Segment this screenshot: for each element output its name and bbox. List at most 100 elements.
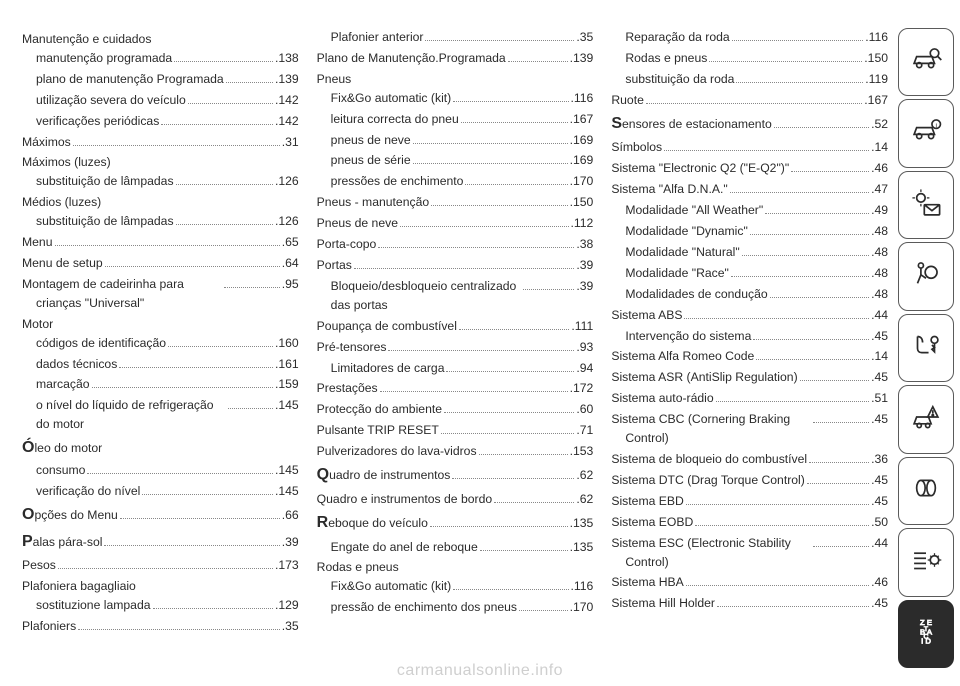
leader-dots	[730, 192, 869, 193]
index-entry[interactable]: Sistema Alfa Romeo Code.14	[611, 347, 888, 366]
page-number: .94	[576, 359, 593, 378]
section-tab-car-info[interactable]: i	[898, 99, 954, 167]
index-subentry[interactable]: Reparação da roda.116	[611, 28, 888, 47]
index-subentry[interactable]: leitura correcta do pneu.167	[317, 110, 594, 129]
index-entry[interactable]: Símbolos .14	[611, 138, 888, 157]
index-entry[interactable]: Menu.65	[22, 233, 299, 252]
index-subentry[interactable]: verificação do nível.145	[22, 482, 299, 501]
index-entry[interactable]: Porta-copo.38	[317, 235, 594, 254]
index-entry[interactable]: Prestações.172	[317, 379, 594, 398]
index-subentry[interactable]: Modalidade "All Weather".49	[611, 201, 888, 220]
index-entry[interactable]: Pré-tensores.93	[317, 338, 594, 357]
index-entry[interactable]: Plafoniers.35	[22, 617, 299, 636]
index-entry[interactable]: Sistema CBC (Cornering Braking Control).…	[611, 410, 888, 448]
page-number: .14	[871, 138, 888, 157]
page-number: .145	[275, 482, 299, 501]
index-columns: Manutenção e cuidadosmanutenção programa…	[0, 0, 898, 686]
index-subentry[interactable]: o nível do líquido de refrigeração do mo…	[22, 396, 299, 434]
index-subentry[interactable]: pressão de enchimento dos pneus.170	[317, 598, 594, 617]
index-entry[interactable]: Quadro e instrumentos de bordo.62	[317, 490, 594, 509]
section-tab-car-search[interactable]	[898, 28, 954, 96]
section-tab-sun-mail[interactable]	[898, 171, 954, 239]
index-entry[interactable]: Montagem de cadeirinha para crianças "Un…	[22, 275, 299, 313]
index-subentry[interactable]: Limitadores de carga.94	[317, 359, 594, 378]
index-subentry[interactable]: Fix&Go automatic (kit).116	[317, 577, 594, 596]
index-subentry[interactable]: substituição da roda.119	[611, 70, 888, 89]
index-entry[interactable]: Sistema ASR (AntiSlip Regulation).45	[611, 368, 888, 387]
index-subentry[interactable]: utilização severa do veículo.142	[22, 91, 299, 110]
index-entry[interactable]: Opções do Menu.66	[22, 503, 299, 528]
index-entry[interactable]: Reboque do veículo.135	[317, 511, 594, 536]
index-entry[interactable]: Sensores de estacionamento.52	[611, 112, 888, 137]
index-subentry[interactable]: Modalidade "Natural".48	[611, 243, 888, 262]
index-label: pneus de neve	[331, 131, 411, 150]
index-group-heading: Médios (luzes)	[22, 193, 299, 212]
index-label: pressões de enchimento	[331, 172, 464, 191]
index-subentry[interactable]: Plafonier anterior.35	[317, 28, 594, 47]
index-entry[interactable]: Protecção do ambiente.60	[317, 400, 594, 419]
leader-dots	[87, 473, 272, 474]
index-entry[interactable]: Pulverizadores do lava-vidros.153	[317, 442, 594, 461]
index-subentry[interactable]: Modalidades de condução.48	[611, 285, 888, 304]
index-subentry[interactable]: manutenção programada.138	[22, 49, 299, 68]
index-label: Símbolos	[611, 138, 662, 157]
section-tab-zebad[interactable]: Z EB AI DCT	[898, 600, 954, 668]
index-subentry[interactable]: sostituzione lampada.129	[22, 596, 299, 615]
page-number: .129	[275, 596, 299, 615]
leader-dots	[228, 408, 273, 409]
index-entry[interactable]: Plano de Manutenção.Programada.139	[317, 49, 594, 68]
index-entry[interactable]: Sistema HBA.46	[611, 573, 888, 592]
index-entry[interactable]: Palas pára-sol.39	[22, 530, 299, 555]
index-entry[interactable]: Sistema ABS.44	[611, 306, 888, 325]
index-subentry[interactable]: substituição de lâmpadas.126	[22, 212, 299, 231]
section-tab-seat-key[interactable]	[898, 314, 954, 382]
page-number: .52	[871, 115, 888, 134]
section-tab-wheels[interactable]	[898, 457, 954, 525]
index-entry[interactable]: Pulsante TRIP RESET.71	[317, 421, 594, 440]
index-entry[interactable]: Pneus de neve.112	[317, 214, 594, 233]
index-entry[interactable]: Sistema Hill Holder.45	[611, 594, 888, 613]
index-subentry[interactable]: substituição de lâmpadas.126	[22, 172, 299, 191]
index-entry[interactable]: Pesos.173	[22, 556, 299, 575]
index-subentry[interactable]: Modalidade "Dynamic".48	[611, 222, 888, 241]
index-entry[interactable]: Sistema EOBD.50	[611, 513, 888, 532]
index-entry[interactable]: Pneus - manutenção.150	[317, 193, 594, 212]
index-entry[interactable]: Sistema ESC (Electronic Stability Contro…	[611, 534, 888, 572]
index-subentry[interactable]: marcação.159	[22, 375, 299, 394]
index-entry[interactable]: Sistema "Alfa D.N.A.".47	[611, 180, 888, 199]
index-subentry[interactable]: pneus de série.169	[317, 151, 594, 170]
index-group-heading: Plafoniera bagagliaio	[22, 577, 299, 596]
index-entry[interactable]: Sistema EBD.45	[611, 492, 888, 511]
index-entry[interactable]: Sistema DTC (Drag Torque Control).45	[611, 471, 888, 490]
index-subentry[interactable]: pneus de neve.169	[317, 131, 594, 150]
index-subentry[interactable]: Intervenção do sistema.45	[611, 327, 888, 346]
index-column-1: Manutenção e cuidadosmanutenção programa…	[22, 28, 299, 666]
section-tab-crash-warn[interactable]	[898, 385, 954, 453]
leader-dots	[176, 184, 273, 185]
index-subentry[interactable]: dados técnicos.161	[22, 355, 299, 374]
index-subentry[interactable]: Bloqueio/desbloqueio centralizado das po…	[317, 277, 594, 315]
section-tab-list-gear[interactable]	[898, 528, 954, 596]
car-search-icon	[909, 43, 943, 82]
index-entry[interactable]: Quadro de instrumentos.62	[317, 463, 594, 488]
index-subentry[interactable]: pressões de enchimento.170	[317, 172, 594, 191]
index-subentry[interactable]: Engate do anel de reboque.135	[317, 538, 594, 557]
index-entry[interactable]: Poupança de combustível.111	[317, 317, 594, 336]
index-subentry[interactable]: verificações periódicas.142	[22, 112, 299, 131]
index-entry[interactable]: Ruote.167	[611, 91, 888, 110]
index-group-heading: Manutenção e cuidados	[22, 30, 299, 49]
leader-dots	[684, 318, 869, 319]
index-entry[interactable]: Sistema de bloqueio do combustível.36	[611, 450, 888, 469]
index-subentry[interactable]: Fix&Go automatic (kit).116	[317, 89, 594, 108]
index-entry[interactable]: Máximos.31	[22, 133, 299, 152]
index-entry[interactable]: Menu de setup.64	[22, 254, 299, 273]
index-entry[interactable]: Portas.39	[317, 256, 594, 275]
index-subentry[interactable]: Rodas e pneus.150	[611, 49, 888, 68]
index-entry[interactable]: Sistema "Electronic Q2 ("E-Q2")".46	[611, 159, 888, 178]
index-subentry[interactable]: consumo.145	[22, 461, 299, 480]
index-subentry[interactable]: Modalidade "Race".48	[611, 264, 888, 283]
section-tab-airbag[interactable]	[898, 242, 954, 310]
index-subentry[interactable]: códigos de identificação.160	[22, 334, 299, 353]
index-subentry[interactable]: plano de manutenção Programada.139	[22, 70, 299, 89]
index-entry[interactable]: Sistema auto-rádio.51	[611, 389, 888, 408]
